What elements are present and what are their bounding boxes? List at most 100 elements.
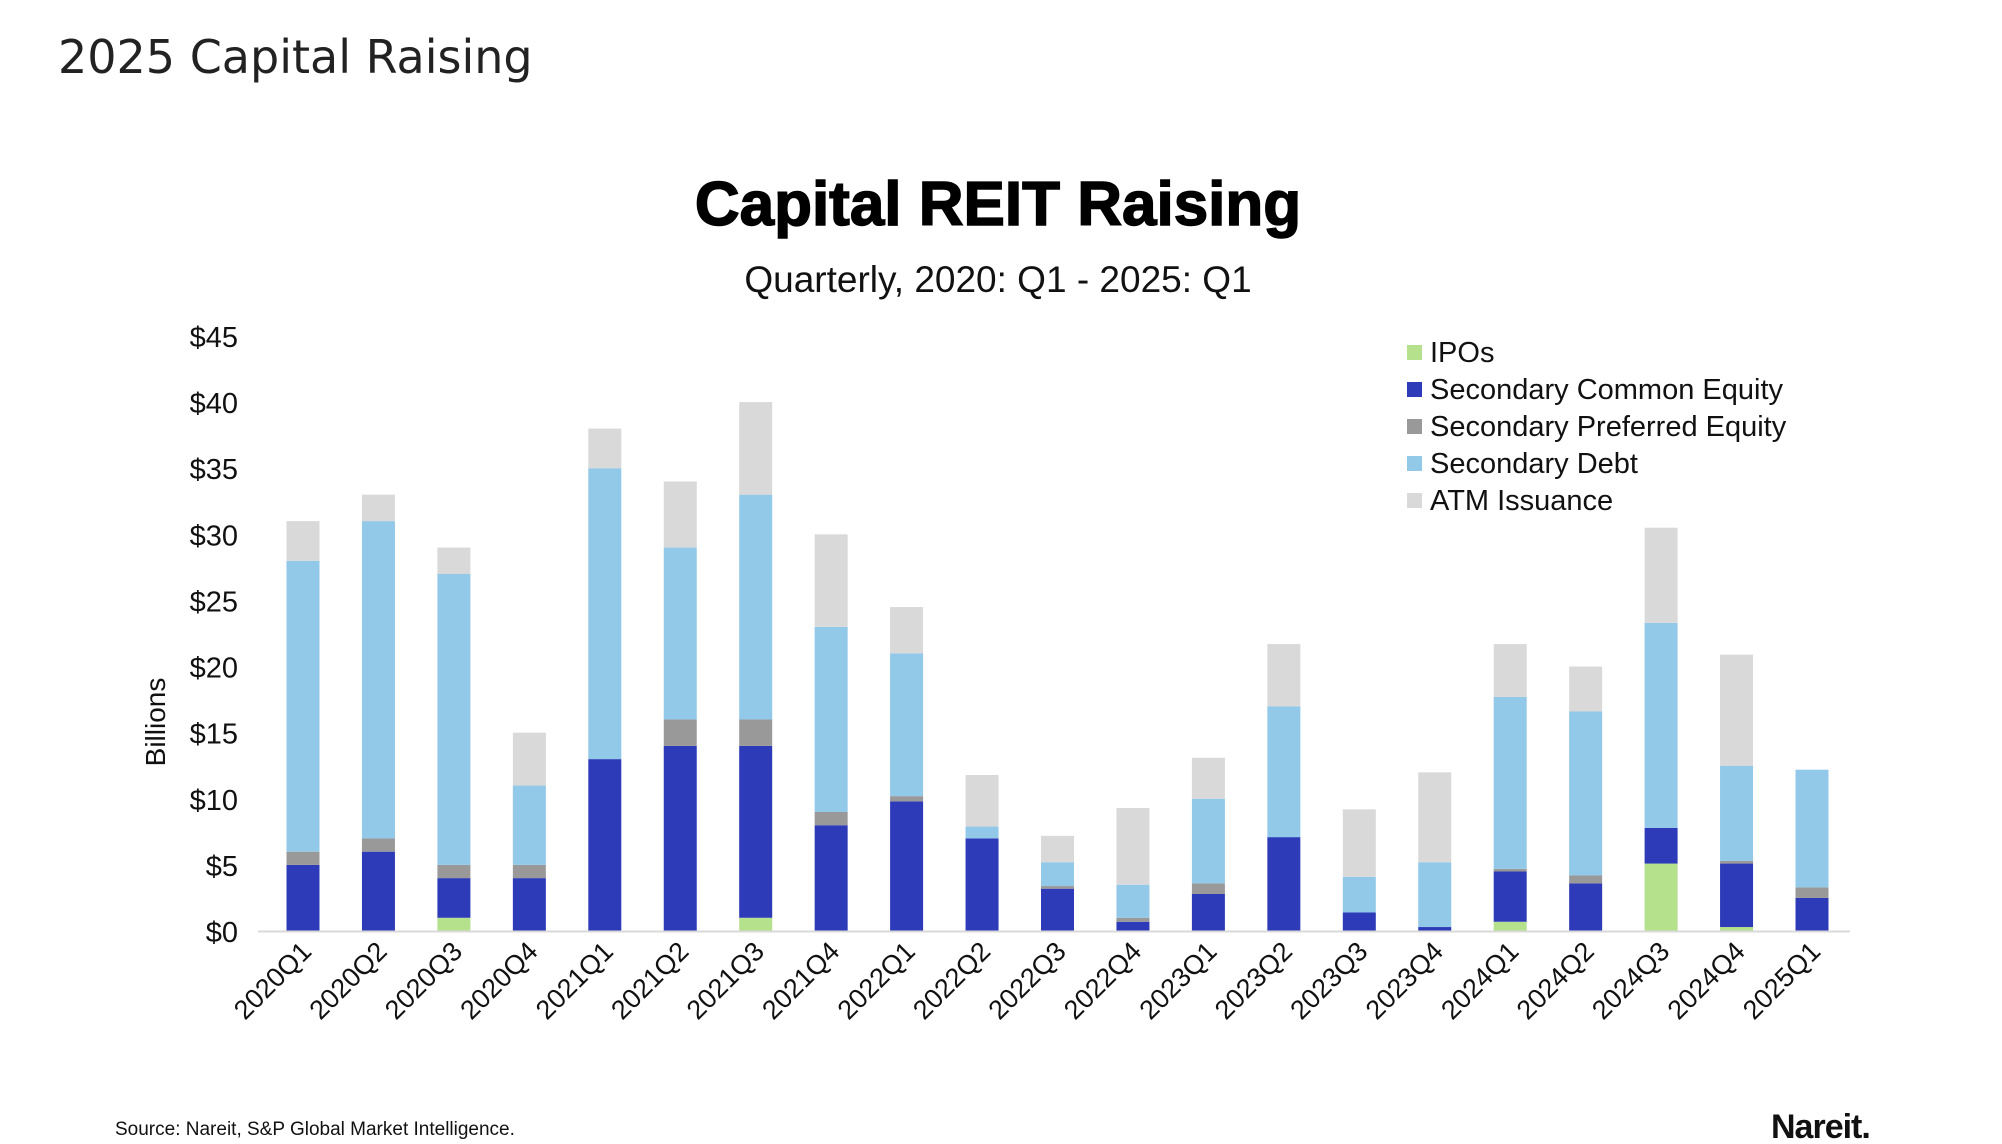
bar-segment (1041, 888, 1074, 931)
bar-segment (663, 719, 697, 746)
y-tick-label: $15 (190, 719, 238, 751)
bar-segment (1342, 876, 1376, 913)
bar-segment (1644, 622, 1678, 828)
bar-segment (1493, 696, 1527, 869)
bar-segment (512, 732, 546, 786)
x-tick-label: 2020Q1 (228, 936, 317, 1025)
page-title: 2025 Capital Raising (58, 30, 533, 84)
bar-segment (1569, 711, 1603, 876)
bar-segment (1342, 809, 1376, 877)
bar-segment (739, 719, 773, 746)
legend-swatch (1407, 419, 1422, 434)
bar-segment (814, 534, 848, 627)
legend-swatch (1407, 345, 1422, 360)
bar-segment (286, 560, 320, 852)
bar-segment (1418, 927, 1452, 931)
y-tick-label: $20 (190, 653, 238, 685)
legend-label: ATM Issuance (1430, 485, 1613, 517)
bar-segment (1418, 862, 1452, 928)
x-tick-label: 2023Q3 (1284, 936, 1373, 1025)
bar-segment (1191, 798, 1225, 884)
bar-segment (663, 745, 697, 931)
bar-segment (1116, 921, 1150, 931)
bar-segment (1116, 917, 1150, 922)
bar-segment (1795, 769, 1829, 888)
bar-segment (890, 607, 924, 654)
chart-subtitle: Quarterly, 2020: Q1 - 2025: Q1 (744, 259, 1251, 300)
bar-segment (1191, 757, 1225, 799)
x-tick-label: 2024Q4 (1662, 936, 1751, 1025)
bar-segment (1267, 837, 1301, 931)
bar-segment (814, 626, 848, 812)
bar-segment (512, 864, 546, 879)
bar-segment (965, 774, 999, 827)
x-tick-label: 2023Q4 (1360, 936, 1449, 1025)
x-tick-label: 2025Q1 (1737, 936, 1826, 1025)
x-tick-label: 2022Q1 (832, 936, 921, 1025)
bar-segment (437, 864, 471, 879)
bar-segment (1720, 927, 1754, 931)
bar-segment (739, 917, 773, 931)
bar-segment (965, 826, 999, 839)
bar-segment (663, 547, 697, 720)
bar-segment (588, 468, 622, 760)
bar-segment (1720, 863, 1754, 928)
bar-segment (1493, 644, 1527, 697)
x-tick-label: 2024Q1 (1435, 936, 1524, 1025)
x-tick-label: 2020Q3 (379, 936, 468, 1025)
x-tick-label: 2024Q3 (1586, 936, 1675, 1025)
bar-segment (1644, 527, 1678, 623)
bar-segment (739, 494, 773, 720)
x-tick-label: 2023Q2 (1209, 936, 1298, 1025)
bar-segment (1267, 706, 1301, 838)
bar-segment (663, 481, 697, 548)
bar-segment (286, 864, 320, 931)
x-tick-label: 2022Q2 (907, 936, 996, 1025)
bar-segment (437, 574, 471, 865)
x-tick-label: 2022Q3 (983, 936, 1072, 1025)
legend-swatch (1407, 456, 1422, 471)
x-tick-label: 2021Q3 (681, 936, 770, 1025)
bar-segment (739, 745, 773, 918)
bar-segment (1720, 765, 1754, 861)
bar-segment (890, 653, 924, 797)
bar-segment (1795, 897, 1829, 931)
bar-segment (437, 547, 471, 574)
bar-segment (588, 428, 622, 469)
legend-swatch (1407, 493, 1422, 508)
bar-segment (1493, 868, 1527, 872)
bar-segment (361, 521, 395, 839)
bar-segment (361, 494, 395, 522)
bar-segment (814, 825, 848, 931)
x-tick-label: 2021Q2 (605, 936, 694, 1025)
bar-segment (739, 402, 773, 495)
bar-segment (361, 851, 395, 931)
bar-segment (512, 785, 546, 865)
bar-segment (361, 838, 395, 852)
y-tick-label: $30 (190, 520, 238, 552)
legend-label: IPOs (1430, 337, 1494, 369)
x-tick-label: 2021Q4 (756, 936, 845, 1025)
x-tick-label: 2022Q4 (1058, 936, 1147, 1025)
bar-segment (1493, 921, 1527, 931)
bar-segment (1644, 863, 1678, 931)
y-axis-label: Billions (140, 678, 171, 767)
y-tick-label: $45 (190, 322, 238, 354)
bar-segment (1644, 827, 1678, 864)
x-tick-label: 2020Q4 (454, 936, 543, 1025)
x-tick-label: 2021Q1 (530, 936, 619, 1025)
bar-segment (1569, 875, 1603, 884)
bar-segment (437, 917, 471, 931)
bar-segment (814, 812, 848, 826)
nareit-logo: Nareit. (1771, 1108, 1870, 1144)
bar-segment (890, 796, 924, 802)
y-tick-label: $5 (206, 851, 238, 883)
bar-segment (1116, 808, 1150, 885)
bar-segment (1191, 893, 1225, 931)
bar-segment (1267, 644, 1301, 707)
bar-segment (1041, 835, 1074, 863)
y-tick-label: $0 (206, 917, 238, 949)
bar-segment (286, 851, 320, 865)
legend-label: Secondary Preferred Equity (1430, 411, 1787, 443)
